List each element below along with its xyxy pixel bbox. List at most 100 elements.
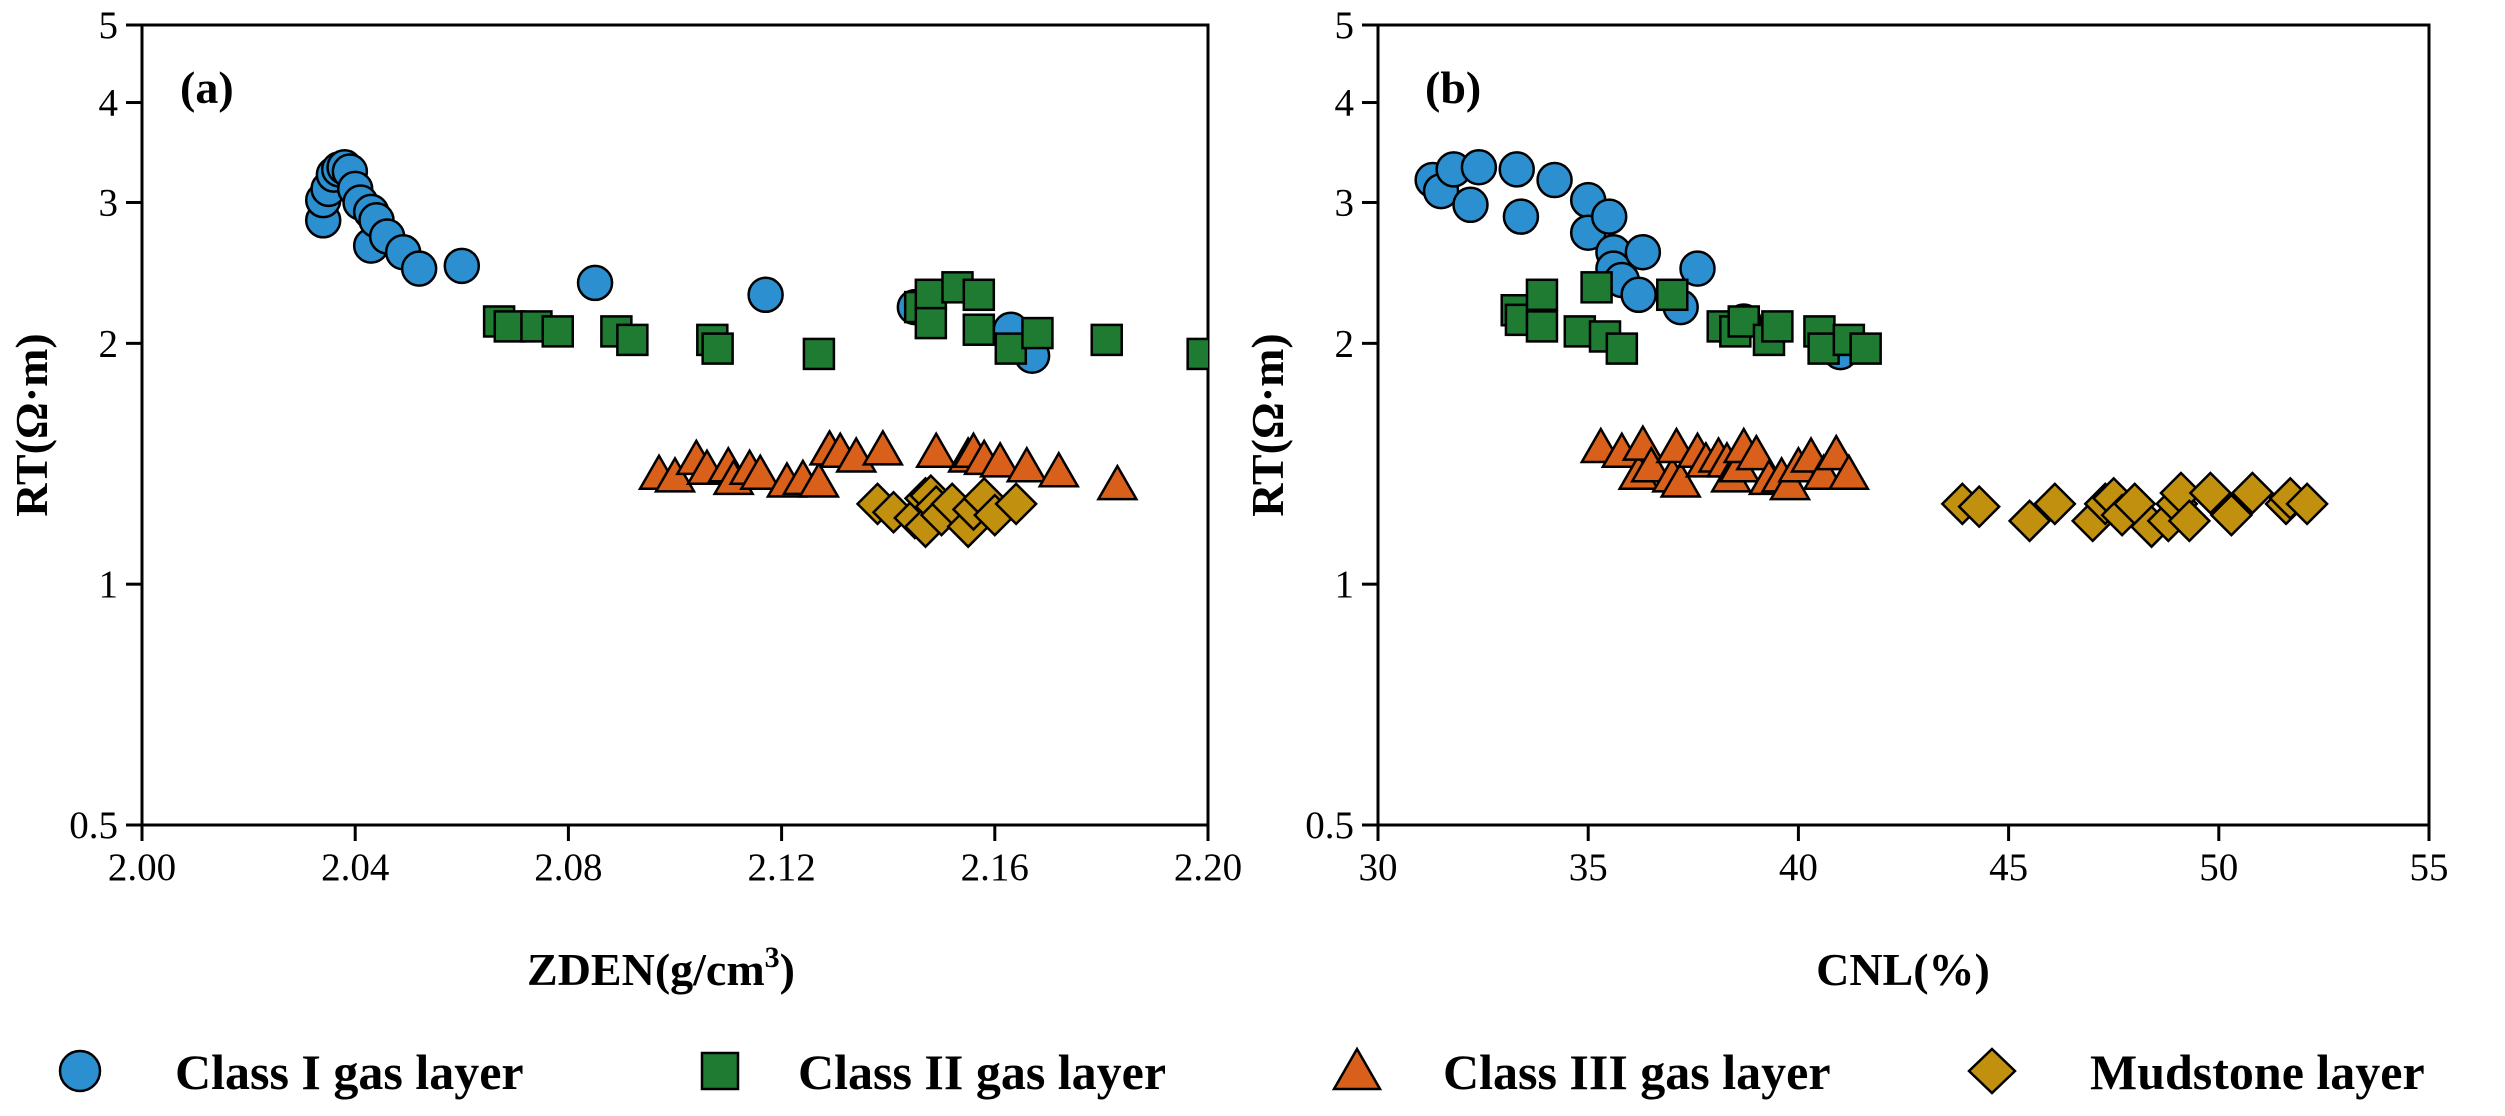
x-axis-ticks-b: 30 35 40 45 50 55 [1359,825,2449,889]
legend-marker-class3 [1331,1046,1383,1091]
y-tick-label: 3 [99,181,119,224]
y-axis-title-b: RT(Ω·m) [1242,333,1293,516]
legend-marker-mudstone [1967,1047,2017,1095]
y-axis-ticks-b: 0.5 1 2 3 4 5 [1305,4,1378,847]
legend-item-class1: Class I gas layer [58,1044,524,1100]
x-tick-label: 55 [2410,846,2449,889]
scatter-marks-a [304,149,1208,549]
class-ii-gas-layer-point [914,278,948,312]
class-ii-gas-layer-point [1186,337,1208,371]
y-tick-label: 0.5 [1305,804,1354,847]
class-ii-gas-layer-point [802,337,836,371]
class-iii-gas-layer-point [797,460,841,498]
class-iii-gas-layer-point [1096,463,1139,501]
x-tick-label: 2.12 [747,846,815,889]
class-i-gas-layer-point [1620,276,1657,314]
x-tick-label: 50 [2199,846,2238,889]
x-tick-label: 2.00 [108,846,176,889]
mudstone-layer-point [1957,484,2001,529]
class-iii-gas-layer-point [1768,463,1812,501]
panel-label-a: (a) [180,62,234,113]
class-ii-gas-layer-point [962,313,996,346]
y-tick-label: 5 [99,4,119,47]
class-i-gas-layer-point [1624,233,1662,271]
y-tick-label: 4 [99,82,119,125]
class-iii-gas-layer-point [1037,450,1080,488]
y-tick-label: 1 [99,563,119,606]
x-tick-label: 35 [1569,846,1608,889]
class-i-gas-layer-point [1679,250,1716,287]
legend-label-class2: Class II gas layer [798,1044,1166,1100]
plot-frame-b [1376,23,2431,827]
class-ii-gas-layer-point [701,332,734,365]
y-tick-label: 2 [1335,322,1355,365]
class-ii-gas-layer-point [1525,278,1559,312]
class-i-gas-layer-point [1460,149,1498,186]
class-ii-gas-layer-point [914,306,948,340]
class-ii-gas-layer-point [493,310,527,343]
class-iii-gas-layer-point [1802,453,1845,491]
y-tick-label: 1 [1335,563,1355,606]
class-ii-gas-layer-point [1849,332,1882,365]
class-i-gas-layer-point [443,247,481,285]
class-iii-gas-layer-point [1630,445,1673,483]
legend-label-class1: Class I gas layer [175,1044,524,1100]
class-i-gas-layer-point [1452,186,1489,224]
class-iii-gas-layer-point [1827,453,1871,491]
mudstone-layer-point [2209,493,2254,537]
panel-label-b: (b) [1425,62,1481,113]
class-i-gas-layer-point [1502,198,1540,235]
class-ii-gas-layer-point [1525,310,1559,343]
class-iii-gas-layer-point [861,428,905,466]
mudstone-layer-point [2188,471,2233,515]
legend: Class I gas layer Class II gas layer Cla… [58,1044,2425,1100]
class-iii-gas-layer-point [739,453,782,491]
y-tick-label: 4 [1335,82,1355,125]
y-tick-label: 0.5 [69,804,118,847]
class-ii-gas-layer-point [616,323,649,357]
class-ii-gas-layer-point [1580,271,1613,304]
class-iii-gas-layer-point [1659,460,1702,498]
scatter-marks-b [1414,149,2329,549]
class-ii-gas-layer-point [541,315,574,348]
y-tick-label: 3 [1335,181,1355,224]
legend-item-mudstone: Mudstone layer [1967,1044,2425,1100]
x-axis-title-a: ZDEN(g/cm3) [527,941,795,995]
class-iii-gas-layer-point [1005,445,1048,483]
mudstone-layer-point [2285,482,2329,526]
legend-label-class3: Class III gas layer [1443,1044,1831,1100]
class-ii-gas-layer-point [1090,323,1123,357]
class-i-gas-layer-point [400,250,438,287]
legend-item-class2: Class II gas layer [700,1044,1166,1100]
y-axis-ticks-a: 0.5 1 2 3 4 5 [69,4,142,847]
x-tick-label: 2.16 [961,846,1029,889]
x-tick-label: 45 [1989,846,2028,889]
legend-item-class3: Class III gas layer [1331,1044,1831,1100]
class-ii-gas-layer-point [1656,278,1689,312]
legend-label-mudstone: Mudstone layer [2090,1044,2425,1100]
mudstone-layer-point [2033,482,2077,526]
x-tick-label: 30 [1359,846,1398,889]
x-axis-title-b: CNL(%) [1816,944,1990,995]
y-axis-title-a: RT(Ω·m) [6,333,57,516]
class-ii-gas-layer-point [962,278,996,312]
x-tick-label: 2.20 [1174,846,1242,889]
mudstone-layer-point [2230,471,2275,515]
class-i-gas-layer-point [747,276,784,314]
mudstone-layer-point [2007,499,2052,543]
class-iii-gas-layer-point [1735,433,1778,471]
y-tick-label: 2 [99,322,119,365]
y-tick-label: 5 [1335,4,1355,47]
class-i-gas-layer-point [1498,151,1535,188]
legend-marker-class2 [700,1051,740,1091]
class-ii-gas-layer-point [1021,316,1054,350]
class-iii-gas-layer-point [978,440,1022,478]
class-ii-gas-layer-point [1761,310,1794,343]
class-iii-gas-layer-point [915,431,958,468]
panel-a: 2.00 2.04 2.08 2.12 2.16 2.20 0.5 1 2 3 4 5 (a) RT… [6,4,1242,995]
x-tick-label: 2.08 [534,846,602,889]
class-i-gas-layer-point [1536,161,1573,199]
mudstone-layer-point [994,482,1038,526]
